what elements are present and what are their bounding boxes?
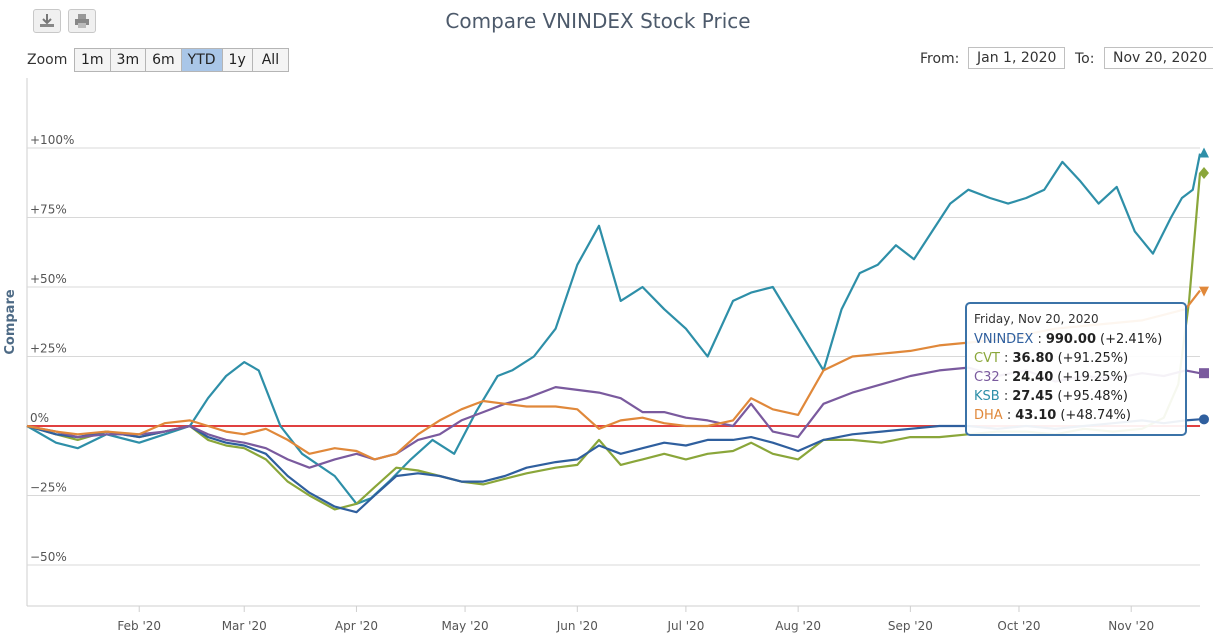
y-tick-label: +75%: [30, 203, 67, 217]
tooltip-price: 27.45: [1012, 389, 1054, 404]
tooltip-separator: :: [999, 389, 1009, 404]
zoom-ytd-button[interactable]: YTD: [181, 49, 223, 71]
tooltip-date: Friday, Nov 20, 2020: [974, 312, 1099, 326]
tooltip-series-name: VNINDEX: [974, 332, 1034, 347]
tooltip-change: (+95.48%): [1057, 389, 1128, 404]
tooltip-separator: :: [999, 351, 1009, 366]
tooltip-price: 36.80: [1012, 351, 1054, 366]
x-tick-label: May '20: [441, 619, 488, 633]
tooltip-change: (+48.74%): [1060, 408, 1131, 423]
tooltip-price: 43.10: [1015, 408, 1057, 423]
download-button[interactable]: [33, 9, 61, 33]
x-tick-label: Oct '20: [997, 619, 1040, 633]
tooltip-price: 24.40: [1012, 370, 1054, 385]
tooltip-change: (+2.41%): [1100, 332, 1163, 347]
zoom-3m-button[interactable]: 3m: [111, 49, 147, 71]
from-date-input[interactable]: Jan 1, 2020: [968, 47, 1066, 69]
x-tick-label: Mar '20: [222, 619, 267, 633]
x-tick-label: Jun '20: [556, 619, 598, 633]
series-marker-c32: [1199, 368, 1209, 379]
y-tick-label: +50%: [30, 272, 67, 286]
y-tick-label: −25%: [30, 481, 67, 495]
tooltip-series-name: CVT: [974, 351, 1000, 366]
tooltip-separator: :: [999, 370, 1009, 385]
print-icon: [75, 14, 89, 28]
y-tick-label: +100%: [30, 133, 74, 147]
y-axis-label: Compare: [3, 289, 18, 355]
zoom-1m-button[interactable]: 1m: [75, 49, 111, 71]
tooltip-row-c32: C32 :24.40 (+19.25%): [974, 368, 1185, 387]
series-marker-dha: [1199, 286, 1209, 297]
y-tick-label: −50%: [30, 550, 67, 564]
to-label: To:: [1075, 51, 1095, 67]
y-tick-label: +25%: [30, 342, 67, 356]
chart-title: Compare VNINDEX Stock Price: [445, 9, 751, 33]
tooltip-series-name: KSB: [974, 389, 1000, 404]
tooltip-change: (+91.25%): [1057, 351, 1129, 366]
to-date-input[interactable]: Nov 20, 2020: [1104, 47, 1213, 69]
from-label: From:: [920, 51, 960, 67]
tooltip-price: 990.00: [1045, 332, 1096, 347]
x-tick-label: Apr '20: [335, 619, 378, 633]
print-button[interactable]: [68, 9, 96, 33]
download-icon: [40, 14, 54, 27]
x-tick-label: Sep '20: [888, 619, 933, 633]
zoom-1y-button[interactable]: 1y: [223, 49, 253, 71]
zoom-6m-button[interactable]: 6m: [146, 49, 182, 71]
zoom-all-button[interactable]: All: [261, 52, 280, 68]
x-tick-label: Aug '20: [775, 619, 821, 633]
tooltip-change: (+19.25%): [1057, 370, 1128, 385]
y-tick-label: 0%: [30, 411, 49, 425]
series-marker-cvt: [1199, 167, 1209, 180]
tooltip-row-vnindex: VNINDEX :990.00 (+2.41%): [974, 330, 1185, 349]
tooltip-separator: :: [1033, 332, 1042, 347]
tooltip-row-ksb: KSB :27.45 (+95.48%): [974, 387, 1185, 406]
tooltip-series-name: DHA: [974, 408, 1003, 423]
zoom-label: Zoom: [27, 52, 68, 68]
x-tick-label: Jul '20: [666, 619, 704, 633]
tooltip-separator: :: [1002, 408, 1012, 423]
series-line-ksb: [26, 153, 1202, 505]
tooltip-series-name: C32: [974, 370, 1000, 385]
series-marker-vnindex: [1199, 414, 1209, 425]
x-tick-label: Nov '20: [1108, 619, 1154, 633]
tooltip-row-dha: DHA :43.10 (+48.74%): [974, 406, 1185, 425]
series-marker-ksb: [1199, 147, 1209, 158]
tooltip-row-cvt: CVT :36.80 (+91.25%): [974, 349, 1185, 368]
zoom-buttons: 1m 3m 6m YTD 1y All: [74, 48, 290, 72]
x-tick-label: Feb '20: [117, 619, 161, 633]
tooltip: Friday, Nov 20, 2020 VNINDEX :990.00 (+2.…: [965, 302, 1187, 436]
